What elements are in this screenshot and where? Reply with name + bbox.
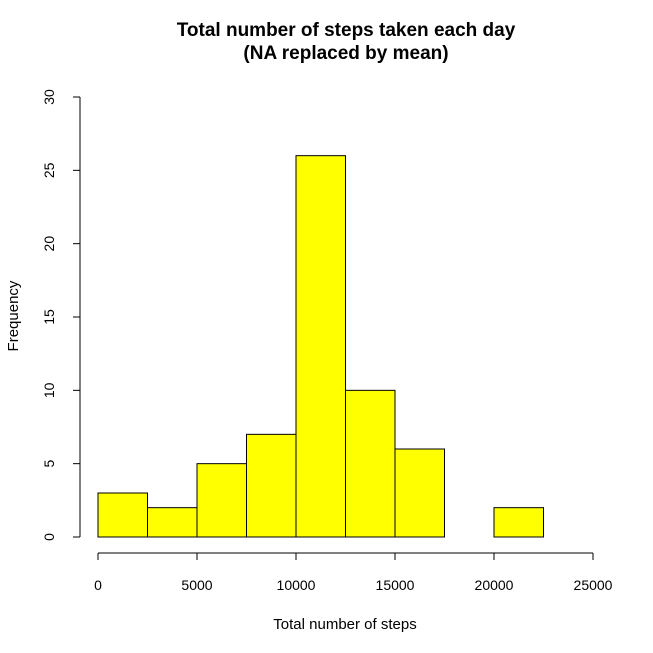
histogram-bar-7500-10000 xyxy=(246,433,297,538)
x-axis: 0 5000 10000 15000 20000 25000 xyxy=(94,552,613,593)
y-axis: 0 5 10 15 20 25 30 xyxy=(41,89,81,541)
x-tick-label: 15000 xyxy=(376,577,415,593)
histogram-bar-0-2500 xyxy=(97,492,148,538)
x-tick-label: 25000 xyxy=(574,577,613,593)
y-tick-label: 5 xyxy=(41,460,57,468)
histogram-bar-2500-5000 xyxy=(147,507,198,538)
bars-group xyxy=(97,155,544,538)
x-axis-label: Total number of steps xyxy=(273,616,416,633)
histogram-bar-12500-15000 xyxy=(345,389,396,538)
x-tick-label: 5000 xyxy=(181,577,212,593)
histogram-bar-20000-22500 xyxy=(493,507,544,538)
histogram-bar-15000-17500 xyxy=(394,448,445,538)
y-tick-label: 15 xyxy=(41,309,57,325)
y-tick-label: 0 xyxy=(41,533,57,541)
y-tick-label: 20 xyxy=(41,236,57,252)
y-tick-label: 25 xyxy=(41,162,57,178)
y-tick-label: 10 xyxy=(41,382,57,398)
y-axis-label: Frequency xyxy=(5,280,22,351)
x-tick-label: 20000 xyxy=(475,577,514,593)
histogram-bar-10000-12500 xyxy=(295,155,346,538)
y-tick-label: 30 xyxy=(41,89,57,105)
chart-title: Total number of steps taken each day xyxy=(177,20,516,41)
x-tick-label: 0 xyxy=(94,577,102,593)
histogram-bar-5000-7500 xyxy=(196,463,247,538)
chart-subtitle: (NA replaced by mean) xyxy=(243,43,448,64)
x-tick-label: 10000 xyxy=(277,577,316,593)
